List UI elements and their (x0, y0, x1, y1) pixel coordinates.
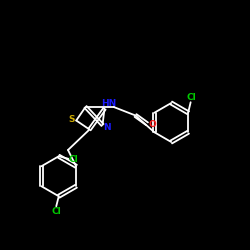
Text: S: S (68, 115, 74, 124)
Text: Cl: Cl (69, 155, 78, 164)
Text: HN: HN (100, 100, 116, 108)
Text: N: N (103, 123, 111, 132)
Text: O: O (148, 120, 156, 129)
Text: Cl: Cl (52, 207, 61, 216)
Text: Cl: Cl (186, 93, 196, 102)
